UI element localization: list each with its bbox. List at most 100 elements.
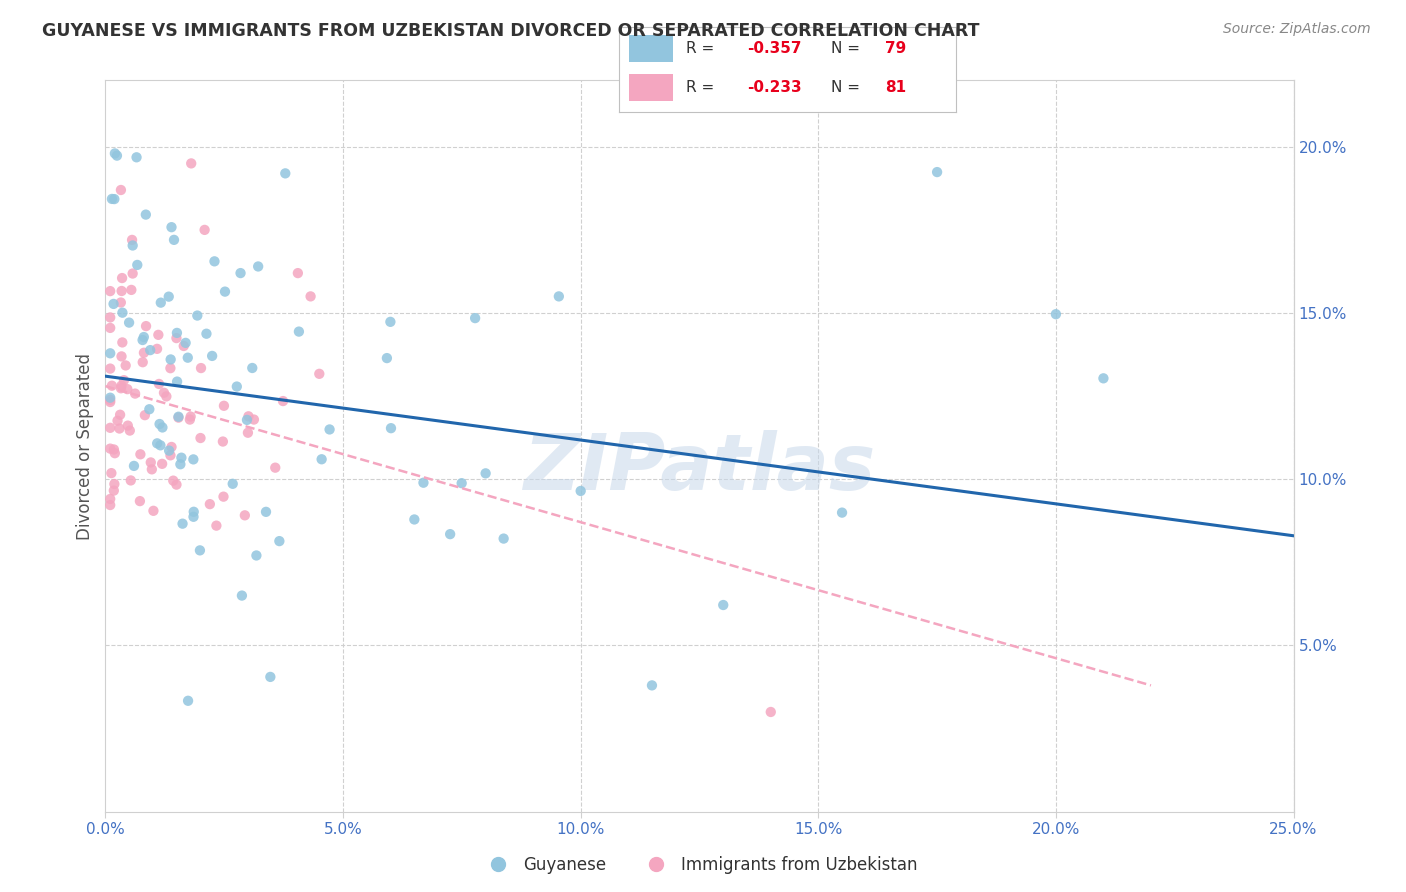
Point bbox=[214, 285, 236, 299]
Point bbox=[111, 306, 134, 320]
Text: -0.233: -0.233 bbox=[747, 80, 801, 95]
Point bbox=[111, 335, 134, 350]
Point bbox=[170, 450, 193, 465]
Point bbox=[111, 271, 134, 285]
Point bbox=[190, 431, 212, 445]
Text: 81: 81 bbox=[886, 80, 907, 95]
Point bbox=[274, 166, 297, 180]
Point bbox=[569, 483, 592, 498]
Point bbox=[146, 342, 169, 356]
Text: N =: N = bbox=[831, 80, 865, 95]
Point bbox=[121, 233, 143, 247]
Point bbox=[166, 375, 188, 389]
Point bbox=[247, 260, 270, 274]
Point bbox=[98, 392, 121, 407]
Point bbox=[238, 409, 260, 424]
Point bbox=[98, 310, 121, 325]
Point bbox=[117, 418, 139, 433]
Point bbox=[177, 351, 200, 365]
Point bbox=[177, 694, 200, 708]
Point bbox=[104, 146, 127, 161]
Point bbox=[159, 352, 181, 367]
Point bbox=[125, 150, 148, 164]
Text: ZIPatlas: ZIPatlas bbox=[523, 430, 876, 506]
Point bbox=[98, 346, 121, 360]
Point bbox=[240, 361, 263, 376]
Point bbox=[225, 379, 247, 393]
Point bbox=[118, 316, 141, 330]
Point bbox=[98, 491, 121, 506]
Point bbox=[264, 460, 287, 475]
Point bbox=[110, 350, 132, 364]
Point bbox=[138, 402, 160, 417]
Point bbox=[183, 509, 205, 524]
Point bbox=[1045, 307, 1067, 321]
Point bbox=[194, 223, 217, 237]
Point bbox=[183, 452, 205, 467]
Point bbox=[380, 315, 402, 329]
Point bbox=[108, 408, 131, 422]
Point bbox=[179, 412, 201, 426]
Point bbox=[245, 549, 267, 563]
Point bbox=[149, 295, 172, 310]
Point bbox=[231, 589, 253, 603]
Point bbox=[148, 417, 170, 431]
Point bbox=[412, 475, 434, 490]
Point bbox=[150, 457, 173, 471]
Point bbox=[450, 476, 472, 491]
Point bbox=[180, 156, 202, 170]
Point bbox=[118, 424, 141, 438]
Point bbox=[127, 258, 149, 272]
Point bbox=[186, 309, 208, 323]
Point bbox=[98, 442, 121, 456]
Point bbox=[243, 412, 266, 426]
Point bbox=[188, 543, 211, 558]
Point bbox=[311, 452, 333, 467]
Point bbox=[195, 326, 218, 341]
Point bbox=[98, 395, 121, 409]
Point bbox=[169, 457, 191, 471]
Point bbox=[107, 414, 129, 428]
Point bbox=[159, 448, 181, 462]
Point bbox=[132, 345, 155, 359]
Point bbox=[831, 506, 853, 520]
Point bbox=[124, 386, 146, 401]
Point bbox=[110, 381, 132, 395]
Point bbox=[101, 192, 124, 206]
Point bbox=[117, 382, 139, 396]
Point bbox=[492, 532, 515, 546]
Point bbox=[155, 389, 177, 403]
Point bbox=[139, 455, 162, 469]
Point bbox=[259, 670, 281, 684]
Point bbox=[100, 466, 122, 480]
Point bbox=[190, 361, 212, 376]
Point bbox=[159, 361, 181, 376]
Point bbox=[287, 266, 309, 280]
Point bbox=[103, 297, 125, 311]
Y-axis label: Divorced or Separated: Divorced or Separated bbox=[76, 352, 94, 540]
Point bbox=[108, 421, 131, 435]
Point bbox=[153, 385, 176, 400]
Point bbox=[308, 367, 330, 381]
Point bbox=[120, 474, 142, 488]
Point bbox=[204, 254, 226, 268]
Point bbox=[122, 458, 145, 473]
Point bbox=[132, 355, 155, 369]
Point bbox=[474, 467, 496, 481]
Point bbox=[121, 238, 143, 252]
Point bbox=[172, 516, 194, 531]
Point bbox=[121, 267, 143, 281]
Point bbox=[212, 399, 235, 413]
FancyBboxPatch shape bbox=[628, 36, 672, 62]
Point bbox=[148, 376, 170, 391]
Point bbox=[212, 490, 235, 504]
Point bbox=[236, 413, 259, 427]
Point bbox=[132, 330, 155, 344]
Point bbox=[160, 440, 183, 454]
Point bbox=[641, 678, 664, 692]
Point bbox=[404, 512, 426, 526]
Point bbox=[167, 409, 190, 424]
Point bbox=[129, 494, 152, 508]
Point bbox=[288, 325, 311, 339]
Point bbox=[141, 462, 163, 476]
